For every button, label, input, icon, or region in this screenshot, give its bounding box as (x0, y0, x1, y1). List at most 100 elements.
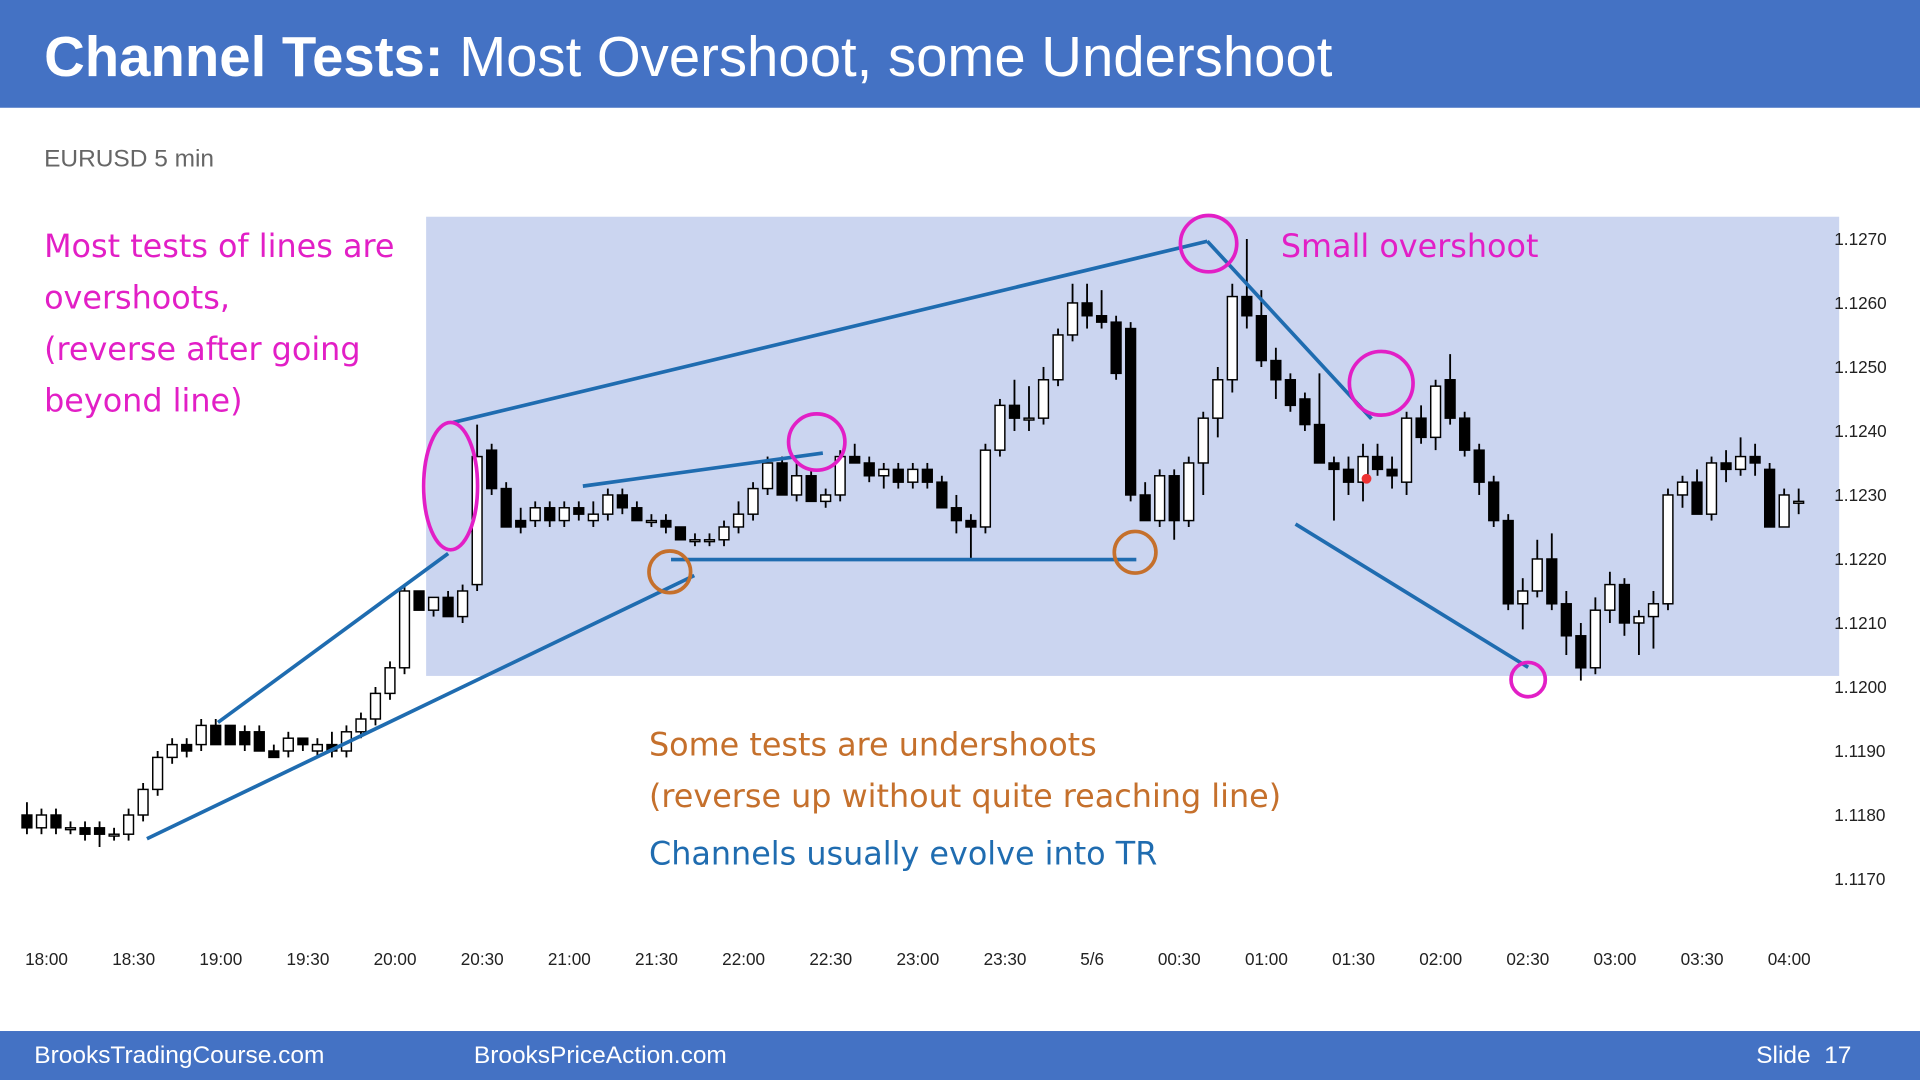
candle-body (1473, 449, 1485, 483)
x-tick-label: 02:30 (1506, 949, 1549, 969)
candle-body (1284, 379, 1297, 407)
candle-body (108, 833, 120, 837)
chart-subtitle: EURUSD 5 min (44, 146, 214, 173)
candle-body (1778, 494, 1790, 528)
x-tick-label: 22:00 (722, 949, 765, 969)
candle-body (195, 724, 207, 746)
candle-body (297, 737, 309, 746)
x-tick-label: 03:30 (1681, 949, 1724, 969)
candle-body (500, 487, 512, 528)
candle-body (1415, 417, 1427, 439)
slide-title: Channel Tests: Most Overshoot, some Unde… (44, 25, 1333, 88)
candle-body (181, 743, 193, 752)
overshoot-circle (786, 412, 847, 473)
candle-body (456, 590, 469, 618)
x-tick-label: 18:30 (112, 949, 155, 969)
trend-line (1294, 522, 1530, 669)
slide-number: Slide 17 (1756, 1042, 1851, 1069)
title-bold: Channel Tests: (44, 25, 443, 88)
candle-body (1255, 315, 1267, 362)
candle-body (1720, 462, 1732, 471)
candle-body (1618, 583, 1631, 624)
candle-body (602, 494, 614, 515)
y-tick-label: 1.1250 (1834, 357, 1886, 377)
y-tick-label: 1.1170 (1834, 869, 1885, 889)
y-tick-label: 1.1270 (1834, 229, 1886, 249)
overshoot-circle (1347, 349, 1415, 417)
candle-body (1560, 603, 1572, 637)
x-tick-label: 21:30 (635, 949, 678, 969)
candle-body (790, 475, 803, 496)
candle-body (384, 667, 396, 695)
x-tick-label: 19:30 (287, 949, 330, 969)
candle-body (239, 731, 251, 746)
x-tick-label: 5/6 (1080, 949, 1104, 969)
candle-body (1371, 455, 1384, 471)
candle-body (849, 455, 861, 464)
candle-body (1676, 481, 1689, 496)
candle-body (152, 756, 164, 791)
candle-body (21, 814, 33, 829)
candle-body (311, 743, 324, 752)
footer-text: BrooksPriceAction.com (474, 1042, 727, 1069)
candle-body (805, 475, 817, 503)
candle-body (1459, 417, 1471, 451)
candle-body (529, 507, 541, 522)
y-tick-label: 1.1260 (1834, 293, 1886, 313)
candle-body (921, 468, 933, 483)
candle-body (1604, 583, 1616, 611)
candle-body (1183, 462, 1195, 522)
annotation: Small overshoot (1281, 227, 1539, 265)
x-tick-label: 00:30 (1158, 949, 1201, 969)
x-tick-label: 03:00 (1594, 949, 1637, 969)
x-tick-label: 04:00 (1768, 949, 1811, 969)
annotation: Channels usually evolve into TR (649, 834, 1157, 872)
candle-body (398, 590, 411, 669)
candle-body (1342, 468, 1355, 483)
y-tick-label: 1.1200 (1834, 677, 1886, 697)
candle-body (820, 494, 832, 503)
candle-body (761, 462, 774, 490)
candle-body (631, 507, 643, 522)
candle-body (253, 731, 265, 752)
candle-body (122, 814, 135, 835)
candle-body (1139, 494, 1151, 522)
candle-body (1575, 635, 1587, 669)
candle-body (427, 596, 440, 611)
candle-body (645, 519, 658, 524)
candle-body (1386, 468, 1398, 477)
candle-body (863, 462, 875, 477)
candle-body (776, 462, 788, 496)
overshoot-circle (1509, 660, 1548, 699)
candle-body (674, 526, 687, 541)
y-tick-label: 1.1220 (1834, 549, 1886, 569)
footer-bar (0, 1031, 1920, 1080)
annotation: overshoots, (44, 279, 230, 317)
candle-body (79, 827, 91, 835)
overshoot-circle (421, 420, 480, 552)
candle-body (1110, 321, 1122, 375)
x-tick-label: 23:00 (896, 949, 939, 969)
trend-line (216, 551, 450, 724)
candle-body (1154, 475, 1166, 522)
candle-body (718, 526, 730, 541)
candle-body (1734, 455, 1747, 471)
x-tick-label: 23:30 (984, 949, 1027, 969)
x-tick-label: 22:30 (809, 949, 852, 969)
candle-body (892, 468, 904, 483)
x-tick-label: 02:00 (1419, 949, 1462, 969)
x-tick-label: 20:30 (461, 949, 504, 969)
x-tick-label: 01:00 (1245, 949, 1288, 969)
candle-body (1037, 379, 1050, 419)
candle-body (1212, 379, 1224, 419)
candle-body (369, 692, 382, 720)
candle-body (1444, 379, 1456, 419)
candle-body (689, 539, 701, 543)
candle-body (732, 513, 745, 528)
candle-body (1125, 327, 1137, 496)
footer-text: BrooksTradingCourse.com (34, 1042, 324, 1069)
annotation: Most tests of lines are (44, 227, 394, 265)
candle-body (1589, 609, 1601, 669)
